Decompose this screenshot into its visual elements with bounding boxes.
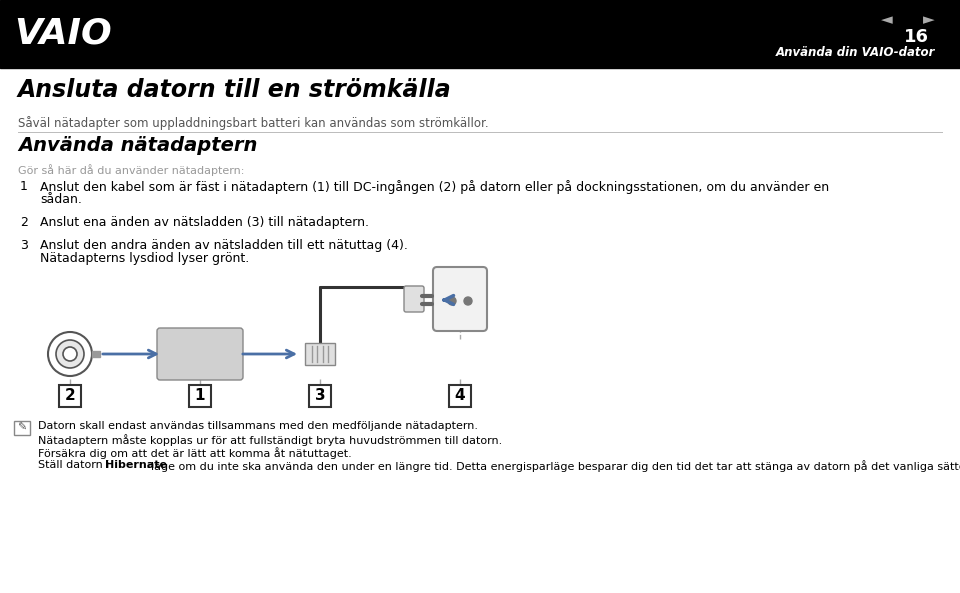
- FancyBboxPatch shape: [189, 385, 211, 407]
- FancyBboxPatch shape: [59, 385, 81, 407]
- Text: Nätadaptern måste kopplas ur för att fullständigt bryta huvudströmmen till dator: Nätadaptern måste kopplas ur för att ful…: [38, 434, 502, 446]
- Text: 1: 1: [20, 180, 28, 193]
- Text: Använda nätadaptern: Använda nätadaptern: [18, 136, 257, 155]
- Text: Ställ datorn i: Ställ datorn i: [38, 460, 113, 470]
- FancyBboxPatch shape: [404, 286, 424, 312]
- Text: Anslut den kabel som är fäst i nätadaptern (1) till DC-ingången (2) på datorn el: Anslut den kabel som är fäst i nätadapte…: [40, 180, 829, 194]
- Text: sådan.: sådan.: [40, 193, 82, 206]
- Text: Använda din VAIO-dator: Använda din VAIO-dator: [776, 46, 935, 59]
- FancyBboxPatch shape: [433, 267, 487, 331]
- FancyBboxPatch shape: [14, 421, 30, 435]
- FancyBboxPatch shape: [157, 328, 243, 380]
- Text: Nätadapterns lysdiod lyser grönt.: Nätadapterns lysdiod lyser grönt.: [40, 252, 250, 265]
- Text: 16: 16: [903, 28, 928, 46]
- Circle shape: [448, 297, 456, 305]
- Text: Anslut ena änden av nätsladden (3) till nätadaptern.: Anslut ena änden av nätsladden (3) till …: [40, 216, 369, 229]
- Text: 3: 3: [20, 239, 28, 252]
- Text: VAIO: VAIO: [14, 17, 111, 51]
- Text: ◄: ◄: [881, 12, 893, 27]
- Circle shape: [48, 332, 92, 376]
- Text: 2: 2: [20, 216, 28, 229]
- Text: Försäkra dig om att det är lätt att komma åt nätuttaget.: Försäkra dig om att det är lätt att komm…: [38, 447, 351, 459]
- Text: 2: 2: [64, 388, 76, 403]
- Text: -läge om du inte ska använda den under en längre tid. Detta energisparläge bespa: -läge om du inte ska använda den under e…: [147, 460, 960, 472]
- Circle shape: [63, 347, 77, 361]
- Text: Såväl nätadapter som uppladdningsbart batteri kan användas som strömkällor.: Såväl nätadapter som uppladdningsbart ba…: [18, 116, 489, 130]
- FancyBboxPatch shape: [449, 385, 471, 407]
- Text: ✎: ✎: [17, 423, 27, 433]
- Circle shape: [56, 340, 84, 368]
- Text: Anslut den andra änden av nätsladden till ett nätuttag (4).: Anslut den andra änden av nätsladden til…: [40, 239, 408, 252]
- Text: Hibernate: Hibernate: [105, 460, 167, 470]
- Text: 1: 1: [195, 388, 205, 403]
- Bar: [0, 0, 960, 68]
- Text: Gör så här då du använder nätadaptern:: Gör så här då du använder nätadaptern:: [18, 164, 245, 176]
- Text: 4: 4: [455, 388, 466, 403]
- Circle shape: [464, 297, 472, 305]
- Text: 3: 3: [315, 388, 325, 403]
- FancyBboxPatch shape: [309, 385, 331, 407]
- Bar: [92, 351, 100, 357]
- Text: Datorn skall endast användas tillsammans med den medföljande nätadaptern.: Datorn skall endast användas tillsammans…: [38, 421, 478, 431]
- Text: Ansluta datorn till en strömkälla: Ansluta datorn till en strömkälla: [18, 78, 452, 102]
- FancyBboxPatch shape: [305, 343, 335, 365]
- Text: ►: ►: [924, 12, 935, 27]
